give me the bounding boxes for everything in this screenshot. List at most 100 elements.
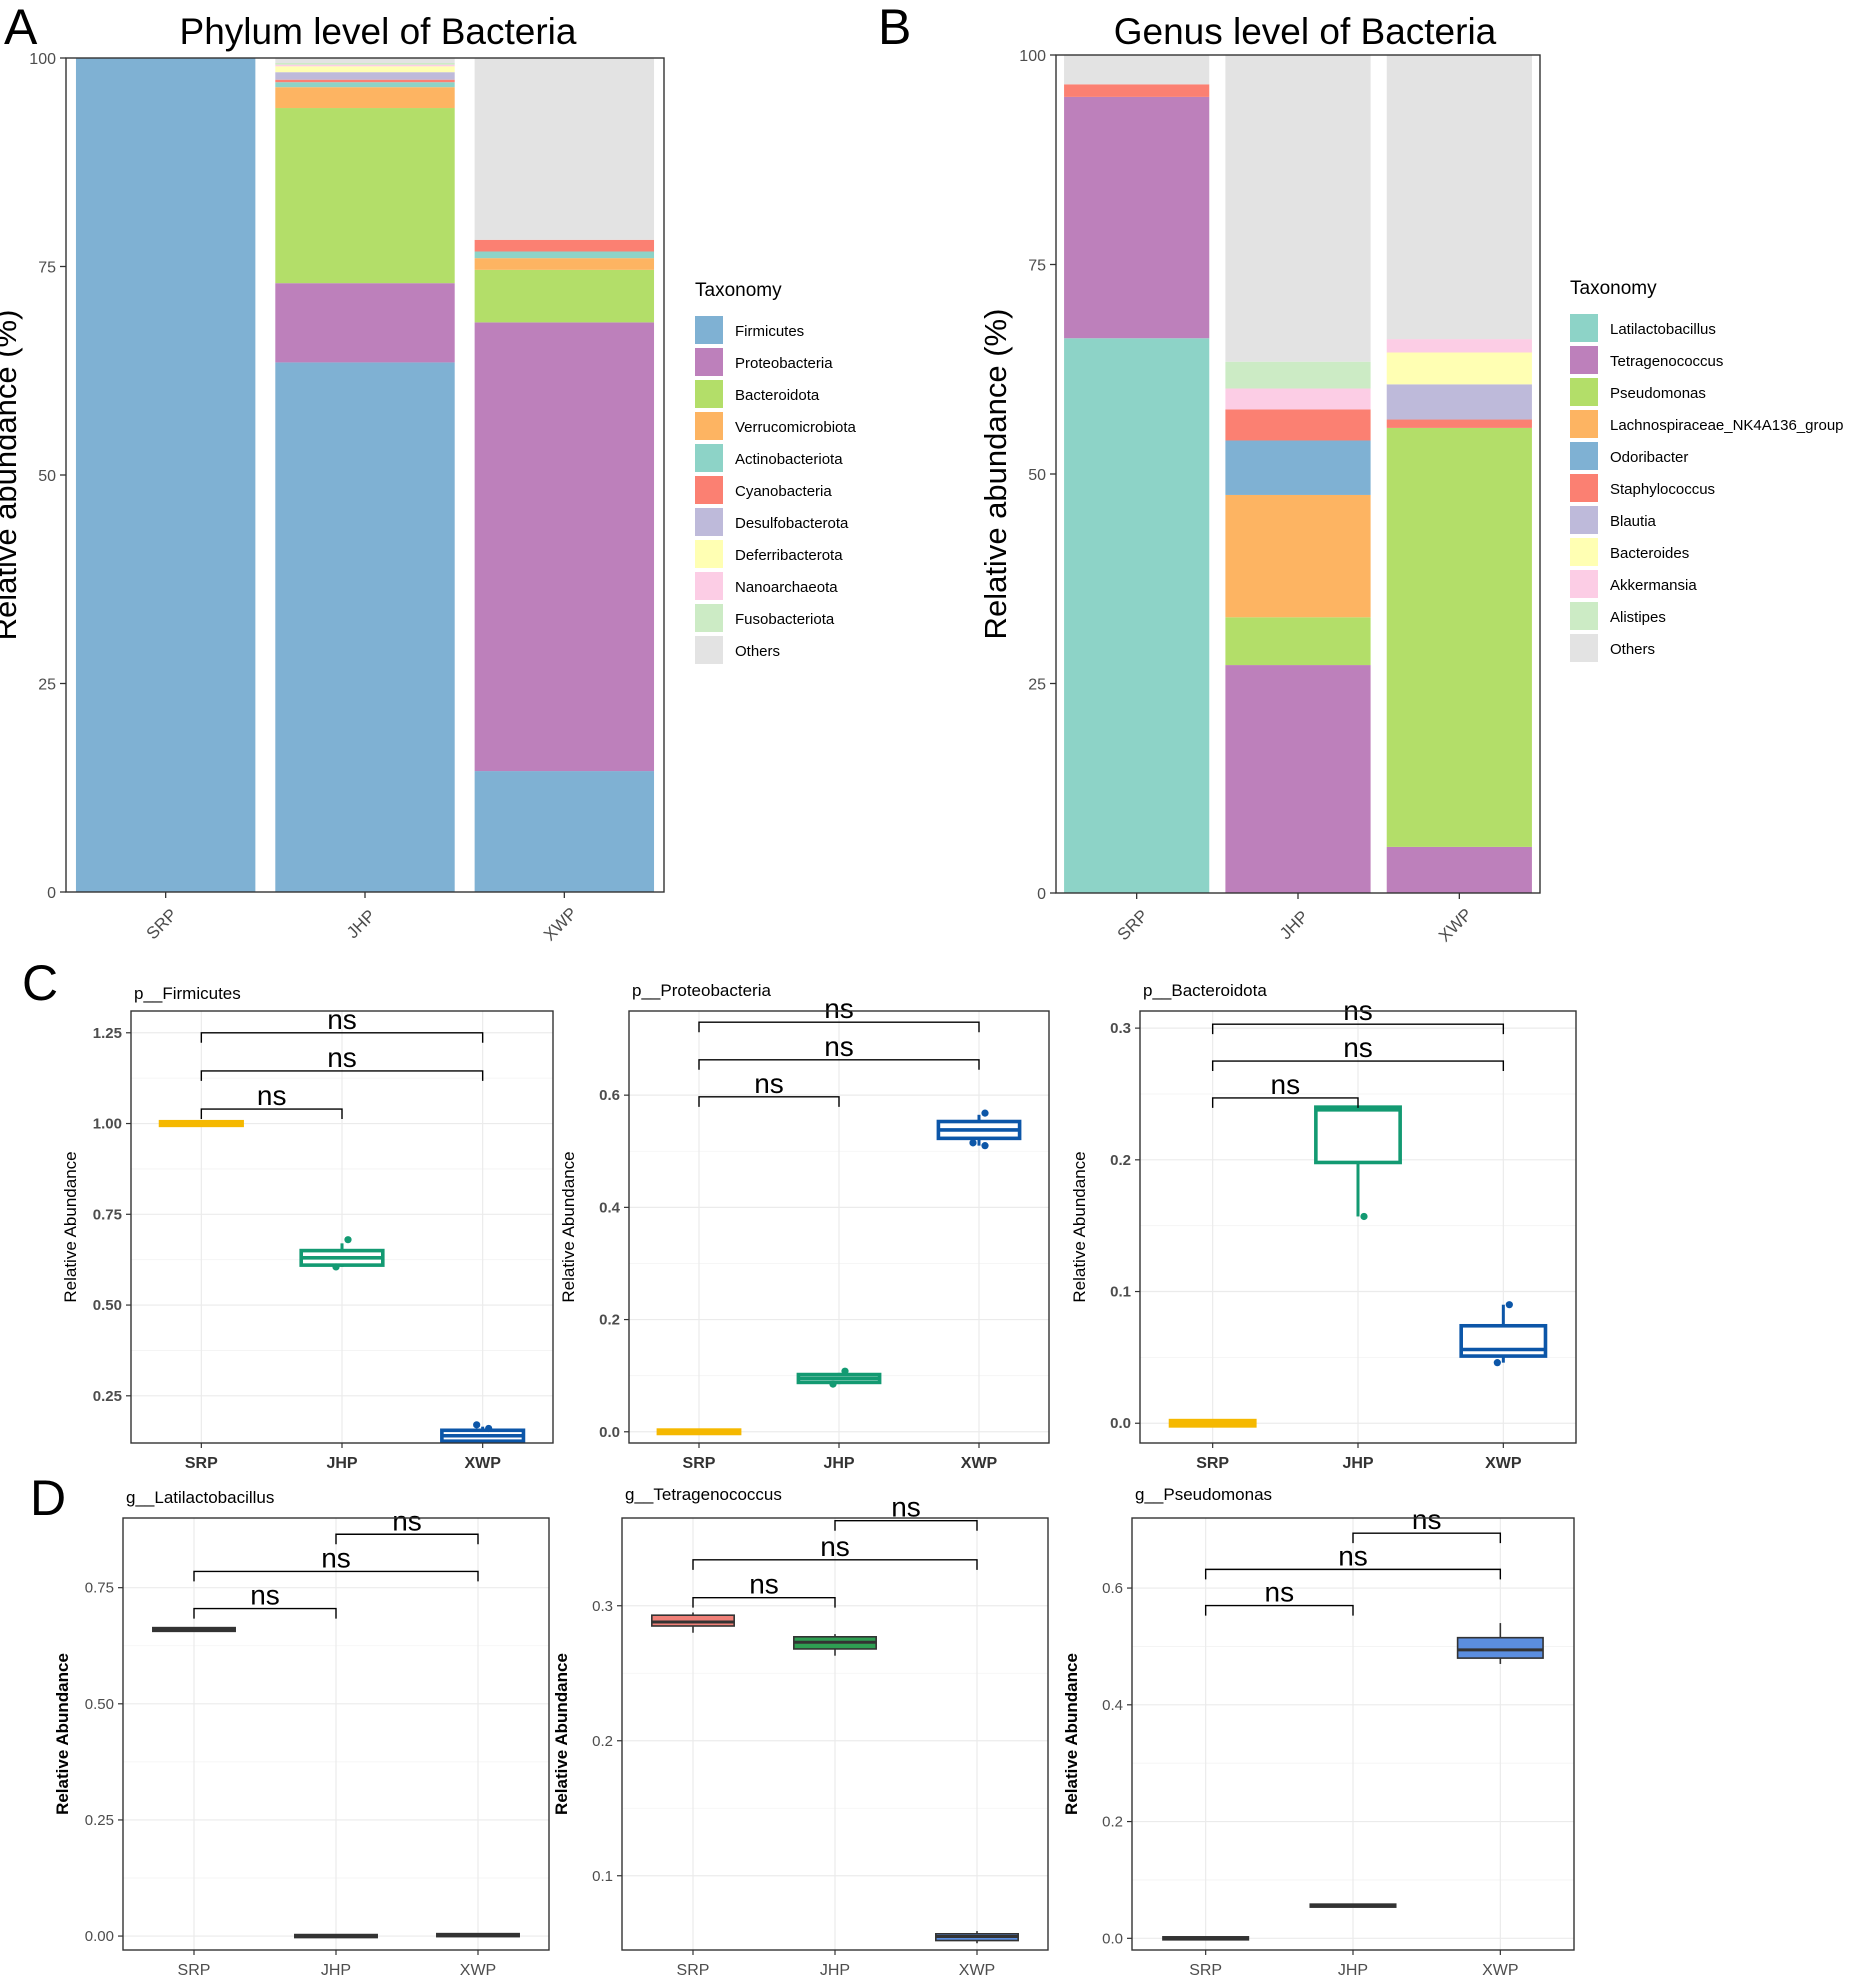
legend-key-lachnospiraceae-nk4a136-group (1570, 410, 1598, 438)
significance-bracket (698, 1096, 840, 1107)
legend-key-bacteroides (1570, 538, 1598, 566)
legend-label-lachnospiraceae-nk4a136-group: Lachnospiraceae_NK4A136_group (1610, 417, 1844, 434)
y-tick-label: 0.50 (93, 1297, 122, 1314)
bar-segment-jhp-nanoarchaeota (275, 64, 455, 67)
legend-key-akkermansia (1570, 570, 1598, 598)
y-axis-label: Relative Abundance (559, 1151, 578, 1302)
y-tick-label: 0.00 (85, 1928, 114, 1945)
bar-segment-xwp-cyanobacteria (474, 239, 655, 252)
legend-label-actinobacteriota: Actinobacteriota (735, 451, 843, 468)
data-point-jhp (1360, 1212, 1368, 1221)
bar-segment-xwp-others (474, 58, 655, 240)
data-point-jhp (344, 1236, 352, 1244)
x-tick-label: SRP (185, 1455, 218, 1472)
data-point-jhp (829, 1380, 837, 1388)
box-jhp (1314, 1105, 1402, 1165)
legend-label-blautia: Blautia (1610, 513, 1657, 530)
legend-key-alistipes (1570, 602, 1598, 630)
bar-segment-jhp-firmicutes (275, 362, 455, 892)
bar-segment-xwp-others (1386, 55, 1532, 340)
panel-title: g__Tetragenococcus (625, 1485, 782, 1504)
significance-label: ns (321, 1542, 351, 1573)
bar-segment-jhp-tetragenococcus (1225, 665, 1371, 893)
box-xwp (1456, 1636, 1544, 1659)
y-axis-label: Relative Abundance (61, 1151, 80, 1302)
bar-segment-jhp-odoribacter (1225, 440, 1371, 495)
significance-bracket (193, 1570, 479, 1582)
x-tick-label: XWP (961, 1455, 998, 1472)
significance-bracket (692, 1559, 978, 1570)
box-plot-g-pseudomonas: ns ns ns 0.0 0.2 0.4 0.6 SRP JHP XWP g__Pseudomona… (1062, 1485, 1575, 1979)
legend-label-akkermansia: Akkermansia (1610, 577, 1697, 594)
bar-segment-xwp-actinobacteriota (474, 251, 655, 259)
bar-segment-xwp-firmicutes (474, 771, 655, 892)
panel-letter-c: C (22, 955, 58, 1011)
bar-segment-xwp-bacteroides (1386, 352, 1532, 385)
significance-label: ns (754, 1068, 784, 1099)
significance-bracket (698, 1021, 980, 1033)
bar-segment-xwp-pseudomonas (1386, 427, 1532, 847)
legend-key-tetragenococcus (1570, 346, 1598, 374)
significance-label: ns (257, 1080, 287, 1111)
panel-letter-a: A (4, 0, 38, 55)
bar-segment-srp-latilactobacillus (1064, 338, 1210, 893)
y-tick-label: 0.0 (599, 1424, 620, 1441)
y-tick-label: 1.00 (93, 1116, 122, 1133)
data-point-xwp (969, 1139, 977, 1147)
y-tick-label: 0 (47, 885, 56, 902)
bar-segment-jhp-akkermansia (1225, 388, 1371, 410)
significance-bracket (692, 1596, 836, 1608)
panel-title: p__Bacteroidota (1143, 981, 1267, 1000)
significance-label: ns (820, 1531, 850, 1562)
legend-key-cyanobacteria (695, 476, 723, 504)
bar-segment-jhp-verrucomicrobiota (275, 87, 455, 109)
x-tick-label: JHP (1342, 1455, 1373, 1472)
x-tick-label: XWP (1482, 1962, 1518, 1979)
legend-key-latilactobacillus (1570, 314, 1598, 342)
plot-border (65, 57, 665, 893)
x-tick-label: SRP (683, 1455, 716, 1472)
box-xwp (1459, 1323, 1548, 1358)
y-tick-label: 0.75 (85, 1580, 114, 1597)
legend-key-desulfobacterota (695, 508, 723, 536)
y-tick-label: 75 (38, 260, 56, 277)
legend-key-nanoarchaeota (695, 572, 723, 600)
significance-bracket (1352, 1532, 1502, 1544)
x-tick-label: JHP (1338, 1962, 1368, 1979)
panel-title: g__Pseudomonas (1135, 1485, 1272, 1504)
legend-title: Taxonomy (1570, 278, 1657, 299)
data-point-xwp (1493, 1359, 1501, 1367)
x-tick-label: SRP (178, 1962, 211, 1979)
y-tick-label: 0.75 (93, 1206, 122, 1223)
legend-label-desulfobacterota: Desulfobacterota (735, 515, 849, 532)
bar-segment-jhp-staphylococcus (1225, 409, 1371, 441)
y-tick-label: 0.6 (599, 1087, 620, 1104)
box-plot-p-proteobacteria: ns ns ns 0.0 0.2 0.4 0.6 SRP JHP XWP p__Proteobact… (559, 981, 1050, 1472)
box-plot-g-latilactobacillus: ns ns ns 0.00 0.25 0.50 0.75 SRP JHP XWP g__Latila… (53, 1488, 550, 1979)
panel-title: p__Proteobacteria (632, 981, 771, 1000)
x-tick-label: SRP (1189, 1962, 1222, 1979)
y-tick-label: 25 (38, 677, 56, 694)
significance-bracket (698, 1059, 980, 1070)
y-tick-label: 0.2 (1102, 1814, 1123, 1831)
chart-title: Phylum level of Bacteria (180, 11, 577, 52)
legend-label-tetragenococcus: Tetragenococcus (1610, 353, 1723, 370)
y-tick-label: 25 (1028, 677, 1046, 694)
bar-segment-jhp-cyanobacteria (275, 79, 455, 83)
y-tick-label: 1.25 (93, 1025, 122, 1042)
significance-label: ns (327, 1042, 357, 1073)
plot-border (1055, 54, 1541, 894)
panel-title: p__Firmicutes (134, 984, 241, 1003)
significance-bracket (335, 1533, 479, 1545)
y-axis-label: Relative abundance (%) (978, 309, 1013, 640)
bar-segment-jhp-bacteroidota (275, 108, 455, 284)
y-tick-label: 0.25 (93, 1388, 122, 1405)
significance-label: ns (1338, 1540, 1368, 1571)
y-axis-label: Relative abundance (%) (0, 310, 23, 641)
x-tick-label: JHP (326, 1455, 357, 1472)
y-tick-label: 0.25 (85, 1812, 114, 1829)
significance-label: ns (1265, 1577, 1295, 1608)
legend-key-odoribacter (1570, 442, 1598, 470)
significance-bracket (200, 1032, 484, 1043)
